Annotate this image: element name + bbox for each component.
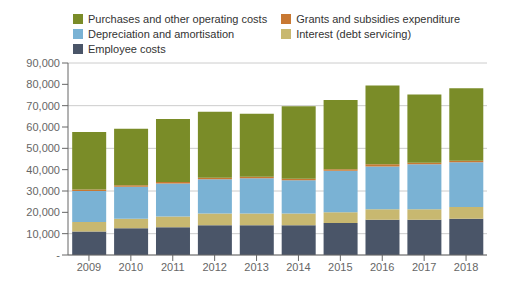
svg-text:90,000: 90,000: [26, 57, 60, 69]
svg-text:2017: 2017: [412, 261, 436, 273]
svg-text:70,000: 70,000: [26, 100, 60, 112]
svg-text:2014: 2014: [286, 261, 310, 273]
svg-text:2016: 2016: [370, 261, 394, 273]
svg-text:-: -: [56, 249, 60, 261]
html-text:Depreciation and amortisation: Depreciation and amortisation: [88, 28, 235, 40]
svg-text:2015: 2015: [328, 261, 352, 273]
svg-text:2018: 2018: [454, 261, 478, 273]
svg-text:2009: 2009: [77, 261, 101, 273]
svg-text:30,000: 30,000: [26, 185, 60, 197]
svg-text:80,000: 80,000: [26, 78, 60, 90]
html-text:Purchases and other operating: Purchases and other operating costs: [88, 13, 268, 25]
svg-text:60,000: 60,000: [26, 121, 60, 133]
svg-text:10,000: 10,000: [26, 228, 60, 240]
svg-text:40,000: 40,000: [26, 164, 60, 176]
html-text:Grants and subsidies expenditu: Grants and subsidies expenditure: [296, 13, 461, 25]
svg-text:2010: 2010: [119, 261, 143, 273]
svg-text:2011: 2011: [161, 261, 185, 273]
html-text:Interest (debt servicing): Interest (debt servicing): [296, 28, 412, 40]
svg-text:2012: 2012: [202, 261, 226, 273]
svg-text:20,000: 20,000: [26, 206, 60, 218]
html-text:Employee costs: Employee costs: [88, 43, 166, 55]
svg-text:2013: 2013: [244, 261, 268, 273]
svg-text:50,000: 50,000: [26, 142, 60, 154]
